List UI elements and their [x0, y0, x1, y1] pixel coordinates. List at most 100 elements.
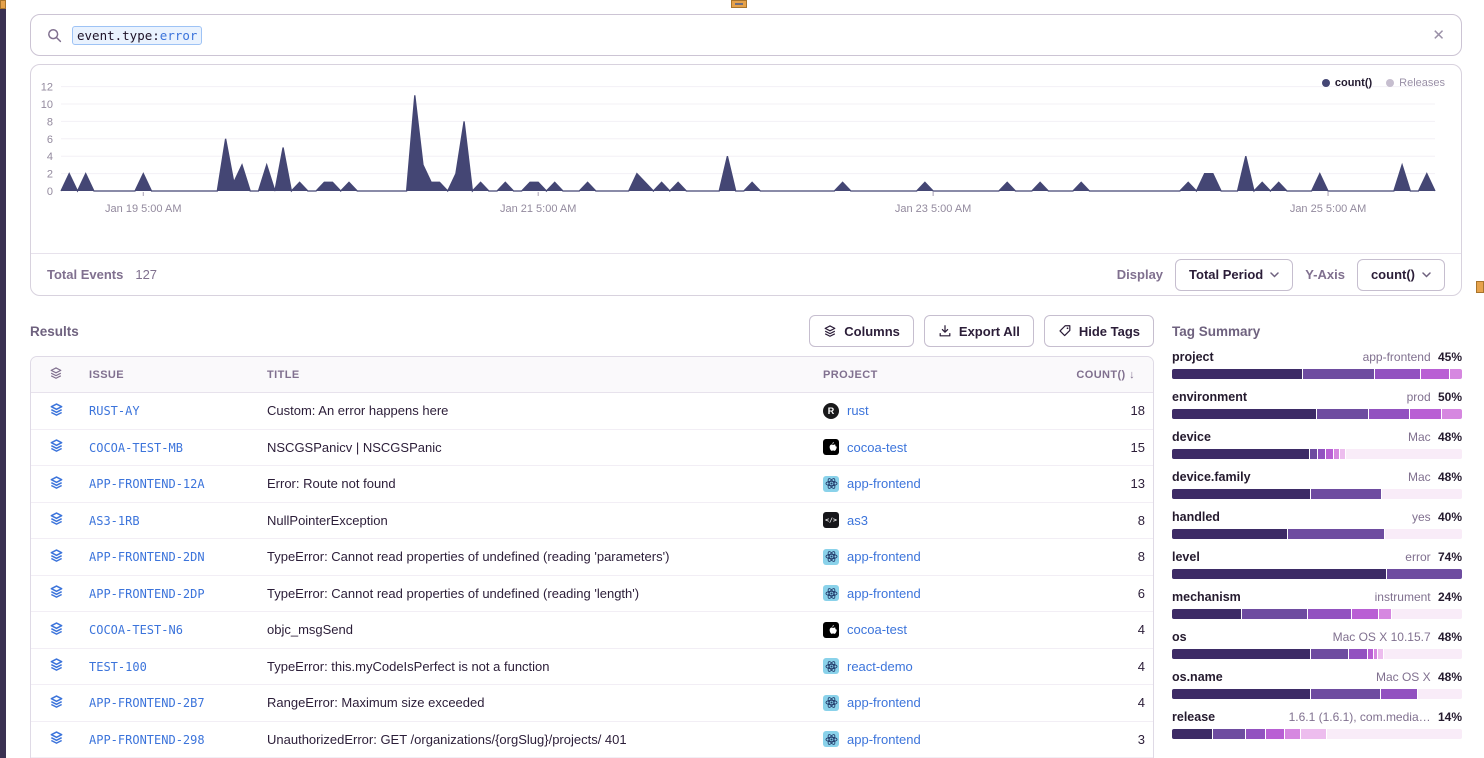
tag-bar-segment[interactable]	[1381, 689, 1419, 699]
tag-bar-segment[interactable]	[1349, 649, 1368, 659]
tag-bar-segment[interactable]	[1172, 609, 1242, 619]
project-link[interactable]: app-frontend	[847, 476, 921, 491]
tag-bar-segment[interactable]	[1301, 729, 1327, 739]
tag-bar-segment[interactable]	[1285, 729, 1301, 739]
project-link[interactable]: cocoa-test	[847, 622, 907, 637]
tag-bar-segment[interactable]	[1384, 649, 1462, 659]
tag-bar-segment[interactable]	[1379, 609, 1392, 619]
table-row[interactable]: APP-FRONTEND-2B7RangeError: Maximum size…	[31, 685, 1153, 722]
tag-bar-segment[interactable]	[1172, 649, 1311, 659]
issue-link[interactable]: RUST-AY	[89, 404, 140, 418]
search-query-token[interactable]: event.type:error	[72, 26, 202, 45]
discover-page: event.type:error ✕ count() Releases 0246…	[30, 0, 1462, 758]
tag-bar-segment[interactable]	[1352, 609, 1380, 619]
legend-count[interactable]: count()	[1322, 77, 1372, 89]
tag-bar-segment[interactable]	[1242, 609, 1309, 619]
display-select[interactable]: Total Period	[1175, 259, 1293, 291]
legend-releases[interactable]: Releases	[1386, 77, 1445, 89]
tag-bar-segment[interactable]	[1311, 489, 1382, 499]
tag-summary-list: projectapp-frontend 45%environmentprod 5…	[1172, 350, 1462, 739]
table-row[interactable]: APP-FRONTEND-298UnauthorizedError: GET /…	[31, 722, 1153, 758]
sort-desc-icon: ↓	[1129, 369, 1135, 381]
export-all-button[interactable]: Export All	[924, 315, 1034, 347]
tag-bar-segment[interactable]	[1392, 609, 1462, 619]
hide-tags-button[interactable]: Hide Tags	[1044, 315, 1154, 347]
table-row[interactable]: AS3-1RBNullPointerException</>as38	[31, 503, 1153, 540]
table-row[interactable]: RUST-AYCustom: An error happens hereRrus…	[31, 393, 1153, 430]
project-column-header[interactable]: PROJECT	[815, 357, 1053, 393]
tag-bar-segment[interactable]	[1327, 729, 1462, 739]
project-link[interactable]: app-frontend	[847, 695, 921, 710]
tag-bar-segment[interactable]	[1369, 409, 1410, 419]
tag-bar-segment[interactable]	[1172, 729, 1213, 739]
stack-column-header[interactable]	[31, 357, 81, 393]
tag-bar-segment[interactable]	[1317, 409, 1369, 419]
tag-bar-segment[interactable]	[1172, 369, 1303, 379]
project-link[interactable]: app-frontend	[847, 549, 921, 564]
tag-bar-segment[interactable]	[1303, 369, 1376, 379]
tag-bar-segment[interactable]	[1326, 449, 1335, 459]
tag-bar-segment[interactable]	[1288, 529, 1385, 539]
tag-bar-segment[interactable]	[1421, 369, 1450, 379]
tag-bar-segment[interactable]	[1450, 369, 1462, 379]
project-link[interactable]: react-demo	[847, 659, 913, 674]
tag-bar-segment[interactable]	[1385, 529, 1462, 539]
tag-bar-segment[interactable]	[1308, 609, 1352, 619]
tag-bar-segment[interactable]	[1172, 689, 1311, 699]
tag-bar-segment[interactable]	[1382, 489, 1462, 499]
project-link[interactable]: rust	[847, 403, 869, 418]
tag-bar-segment[interactable]	[1266, 729, 1285, 739]
events-chart-panel: count() Releases 024681012Jan 19 5:00 AM…	[30, 64, 1462, 296]
issue-link[interactable]: APP-FRONTEND-12A	[89, 477, 205, 491]
issue-stack-cell	[31, 576, 81, 613]
tag-summary-title: Tag Summary	[1172, 314, 1462, 348]
project-link[interactable]: cocoa-test	[847, 440, 907, 455]
tag-bar-segment[interactable]	[1311, 689, 1381, 699]
columns-button[interactable]: Columns	[809, 315, 914, 347]
tag-bar-segment[interactable]	[1310, 449, 1319, 459]
count-column-header[interactable]: COUNT() ↓	[1053, 357, 1153, 393]
issue-link[interactable]: APP-FRONTEND-2DP	[89, 587, 205, 601]
table-row[interactable]: COCOA-TEST-MBNSCGSPanicv | NSCGSPaniccoc…	[31, 430, 1153, 467]
issue-column-header[interactable]: ISSUE	[81, 357, 259, 393]
tag-bar-segment[interactable]	[1410, 409, 1442, 419]
project-link[interactable]: app-frontend	[847, 732, 921, 747]
tag-bar-segment[interactable]	[1246, 729, 1266, 739]
tag-bar-segment[interactable]	[1318, 449, 1325, 459]
tag-bar-segment[interactable]	[1172, 529, 1288, 539]
search-bar[interactable]: event.type:error ✕	[30, 14, 1462, 56]
project-link[interactable]: app-frontend	[847, 586, 921, 601]
tag-bar-segment[interactable]	[1418, 689, 1462, 699]
tag-bar-segment[interactable]	[1387, 569, 1462, 579]
tag-bar-segment[interactable]	[1311, 649, 1349, 659]
tag-bar-segment[interactable]	[1172, 449, 1310, 459]
issue-link[interactable]: TEST-100	[89, 660, 147, 674]
issue-link[interactable]: COCOA-TEST-N6	[89, 623, 183, 637]
tag-bar-segment[interactable]	[1346, 449, 1462, 459]
issue-link[interactable]: AS3-1RB	[89, 514, 140, 528]
events-chart[interactable]: 024681012Jan 19 5:00 AMJan 21 5:00 AMJan…	[31, 65, 1461, 248]
tag-bar-segment[interactable]	[1172, 569, 1387, 579]
table-row[interactable]: APP-FRONTEND-2DNTypeError: Cannot read p…	[31, 539, 1153, 576]
table-row[interactable]: COCOA-TEST-N6objc_msgSendcocoa-test4	[31, 612, 1153, 649]
tag-summary: Tag Summary projectapp-frontend 45%envir…	[1172, 314, 1462, 758]
issue-link[interactable]: COCOA-TEST-MB	[89, 441, 183, 455]
react-project-icon	[823, 585, 839, 601]
annotation-handle	[1476, 281, 1484, 293]
tag-bar-segment[interactable]	[1172, 409, 1317, 419]
issue-link[interactable]: APP-FRONTEND-2DN	[89, 550, 205, 564]
tag-bar-segment[interactable]	[1442, 409, 1462, 419]
table-row[interactable]: TEST-100TypeError: this.myCodeIsPerfect …	[31, 649, 1153, 686]
title-column-header[interactable]: TITLE	[259, 357, 815, 393]
y-axis-select[interactable]: count()	[1357, 259, 1445, 291]
tag-bar-segment[interactable]	[1213, 729, 1246, 739]
issue-link[interactable]: APP-FRONTEND-2B7	[89, 696, 205, 710]
table-row[interactable]: APP-FRONTEND-12AError: Route not foundap…	[31, 466, 1153, 503]
tag-bar-segment[interactable]	[1172, 489, 1311, 499]
table-row[interactable]: APP-FRONTEND-2DPTypeError: Cannot read p…	[31, 576, 1153, 613]
clear-search-icon[interactable]: ✕	[1432, 28, 1445, 43]
project-link[interactable]: as3	[847, 513, 868, 528]
tag-bar-segment[interactable]	[1375, 369, 1421, 379]
svg-text:4: 4	[47, 151, 53, 163]
issue-link[interactable]: APP-FRONTEND-298	[89, 733, 205, 747]
